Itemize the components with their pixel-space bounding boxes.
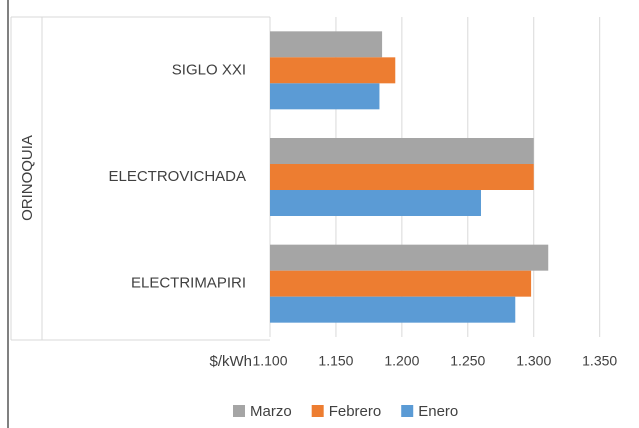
bar xyxy=(270,83,380,110)
legend-label: Febrero xyxy=(329,403,382,420)
y-tick-label: ELECTRIMAPIRI xyxy=(131,275,246,292)
legend-swatch xyxy=(233,405,245,417)
x-tick-label: 1.150 xyxy=(318,353,353,369)
bar xyxy=(270,270,532,297)
x-tick-label: 1.300 xyxy=(516,353,551,369)
y-tick-label: SIGLO XXI xyxy=(172,61,246,78)
group-label: ORINOQUIA xyxy=(19,135,36,221)
bar xyxy=(270,244,549,271)
bar xyxy=(270,138,534,164)
x-tick-label: 1.100 xyxy=(252,353,287,369)
bar xyxy=(270,31,383,58)
x-tick-label: 1.250 xyxy=(450,353,485,369)
bar xyxy=(270,164,534,190)
legend-swatch xyxy=(311,405,324,417)
legend-swatch xyxy=(401,405,414,417)
legend-label: Enero xyxy=(418,403,458,420)
y-tick-label: ELECTROVICHADA xyxy=(108,168,246,185)
x-tick-label: 1.350 xyxy=(582,353,617,369)
bar xyxy=(270,190,481,216)
bar xyxy=(270,57,396,84)
bar xyxy=(270,296,516,323)
x-axis-label: $/kWh xyxy=(209,353,252,370)
legend-label: Marzo xyxy=(250,403,292,420)
x-tick-label: 1.200 xyxy=(384,353,419,369)
